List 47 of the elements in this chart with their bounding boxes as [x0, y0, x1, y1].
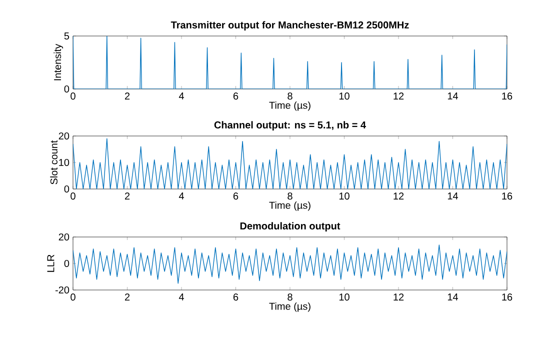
x-tick-label: 2: [124, 192, 130, 200]
y-tick-label: 20: [58, 233, 70, 241]
x-tick-label: 4: [178, 92, 184, 100]
x-axis-title: Time (µs): [269, 201, 310, 211]
x-tick-label: 14: [448, 192, 458, 200]
x-tick-label: 16: [502, 92, 512, 100]
y-tick-label: 20: [58, 132, 70, 140]
x-tick-label: 8: [288, 192, 292, 200]
x-axis-title: Time (µs): [269, 101, 310, 111]
x-tick-label: 14: [448, 294, 458, 300]
chart-title: Channel output: ns = 5.1, nb = 4: [214, 121, 366, 130]
x-tick-label: 0: [70, 92, 76, 100]
x-tick-label: 6: [233, 92, 238, 100]
chart-title: Transmitter output for Manchester-BM12 2500MHz: [170, 21, 409, 30]
x-tick-label: 0: [70, 294, 76, 301]
x-tick-label: 16: [502, 294, 512, 301]
chart-title: Demodulation output: [240, 222, 340, 232]
y-tick-label: 0: [64, 260, 70, 268]
y-tick-label: 5: [64, 32, 70, 40]
y-tick-label: 0: [64, 185, 70, 193]
y-axis-title: LLR: [47, 254, 54, 272]
line-series: [73, 244, 507, 284]
x-tick-label: 0: [70, 192, 76, 200]
x-tick-label: 10: [339, 92, 350, 100]
x-tick-label: 14: [448, 92, 458, 100]
line-series: [73, 36, 507, 89]
y-tick-label: 0: [64, 85, 70, 93]
x-tick-label: 8: [288, 92, 292, 100]
x-tick-label: 6: [233, 192, 238, 200]
x-tick-label: 12: [394, 192, 404, 200]
x-tick-label: 4: [178, 192, 184, 200]
y-axis-title: Intensity: [54, 44, 64, 80]
x-tick-label: 12: [394, 294, 404, 300]
x-tick-label: 2: [124, 294, 130, 300]
x-tick-label: 8: [288, 294, 292, 301]
y-axis-title: Slot count: [50, 140, 58, 184]
y-tick-label: 10: [59, 158, 70, 166]
x-tick-label: 16: [502, 192, 512, 200]
x-tick-label: 10: [339, 192, 350, 200]
x-tick-label: 12: [394, 92, 404, 100]
x-tick-label: 6: [233, 294, 238, 301]
x-tick-label: 4: [178, 294, 184, 300]
line-series: [73, 138, 507, 189]
x-axis-title: Time (µs): [269, 302, 310, 312]
x-tick-label: 10: [339, 294, 350, 301]
x-tick-label: 2: [124, 92, 130, 100]
y-tick-label: -20: [55, 286, 70, 294]
